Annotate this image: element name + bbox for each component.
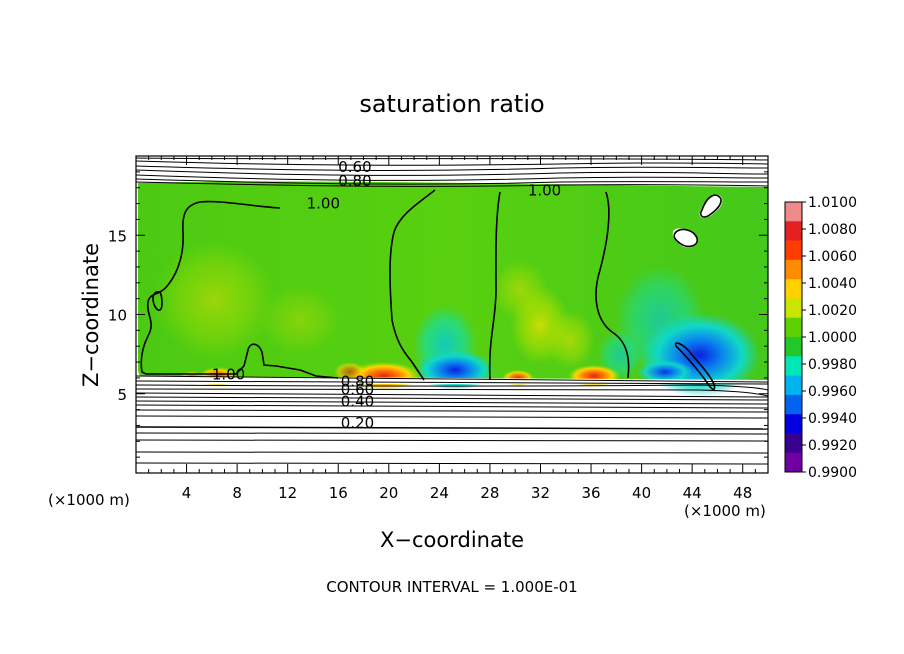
contour-label: 1.00 <box>307 194 340 212</box>
colorbar-swatch <box>785 414 802 434</box>
colorbar-swatch <box>785 356 802 377</box>
contour-label: 1.00 <box>212 365 245 383</box>
colorbar-swatch <box>785 298 802 319</box>
x-unit-left: (×1000 m) <box>48 491 130 509</box>
y-tick-label: 5 <box>117 386 127 404</box>
contour-interval-footer: CONTOUR INTERVAL = 1.000E-01 <box>326 578 577 596</box>
colorbar-label: 1.0080 <box>808 222 857 238</box>
contour-label-layer: 0.600.801.001.001.000.800.600.400.20 <box>212 158 561 432</box>
colorbar-label: 1.0000 <box>808 330 857 346</box>
x-tick-label: 32 <box>531 484 550 502</box>
colorbar-swatch <box>785 394 802 415</box>
y-axis-label: Z−coordinate <box>79 243 103 387</box>
colorbar-swatch <box>785 279 802 299</box>
y-axis-ticks: 5 10 15 <box>108 171 768 458</box>
x-tick-label: 16 <box>329 484 348 502</box>
colorbar: 1.0100 1.0080 1.0060 1.0040 1.0020 1.0000 0.99… <box>784 195 857 481</box>
x-tick-label: 4 <box>182 484 192 502</box>
contour-label: 0.60 <box>341 381 374 399</box>
x-tick-label: 44 <box>683 484 702 502</box>
contour-label: 0.20 <box>341 414 374 432</box>
x-tick-label: 48 <box>733 484 752 502</box>
contour-lines-1.00 <box>140 189 722 391</box>
colorbar-swatch <box>785 337 802 357</box>
colorbar-label: 0.9900 <box>808 465 857 481</box>
x-axis-ticks: 4 8 12 16 20 24 28 32 36 40 44 48 <box>148 156 756 502</box>
colorbar-label: 0.9960 <box>808 384 857 400</box>
colorbar-swatch <box>785 221 802 242</box>
colorbar-swatch <box>785 259 802 280</box>
contour-label: 0.40 <box>341 392 374 410</box>
colorbar-swatch <box>785 452 802 473</box>
saturation-field <box>136 156 768 397</box>
colorbar-swatch <box>785 433 802 454</box>
x-tick-label: 20 <box>379 484 398 502</box>
colorbar-swatch <box>785 240 802 261</box>
x-tick-label: 24 <box>430 484 449 502</box>
contour-label: 0.80 <box>341 373 374 391</box>
colorbar-label: 1.0100 <box>808 195 857 211</box>
x-tick-label: 36 <box>581 484 600 502</box>
colorbar-swatch <box>785 317 802 338</box>
contour-label: 0.80 <box>338 172 371 190</box>
x-tick-label: 12 <box>278 484 297 502</box>
colorbar-label: 0.9940 <box>808 411 857 427</box>
colorbar-swatch <box>785 375 802 396</box>
x-tick-label: 8 <box>232 484 242 502</box>
x-unit-right: (×1000 m) <box>684 502 766 520</box>
contour-label: 0.60 <box>338 158 371 176</box>
y-tick-label: 15 <box>108 227 127 245</box>
contour-label: 1.00 <box>528 182 561 200</box>
colorbar-label: 1.0040 <box>808 276 857 292</box>
x-axis-label: X−coordinate <box>380 528 524 552</box>
chart-title: saturation ratio <box>359 90 544 118</box>
x-tick-label: 28 <box>480 484 499 502</box>
colorbar-label: 0.9980 <box>808 357 857 373</box>
x-tick-label: 40 <box>632 484 651 502</box>
colorbar-label: 1.0020 <box>808 303 857 319</box>
colorbar-label: 1.0060 <box>808 249 857 265</box>
y-tick-label: 10 <box>108 307 127 325</box>
colorbar-label: 0.9920 <box>808 438 857 454</box>
colorbar-swatch <box>785 202 802 222</box>
